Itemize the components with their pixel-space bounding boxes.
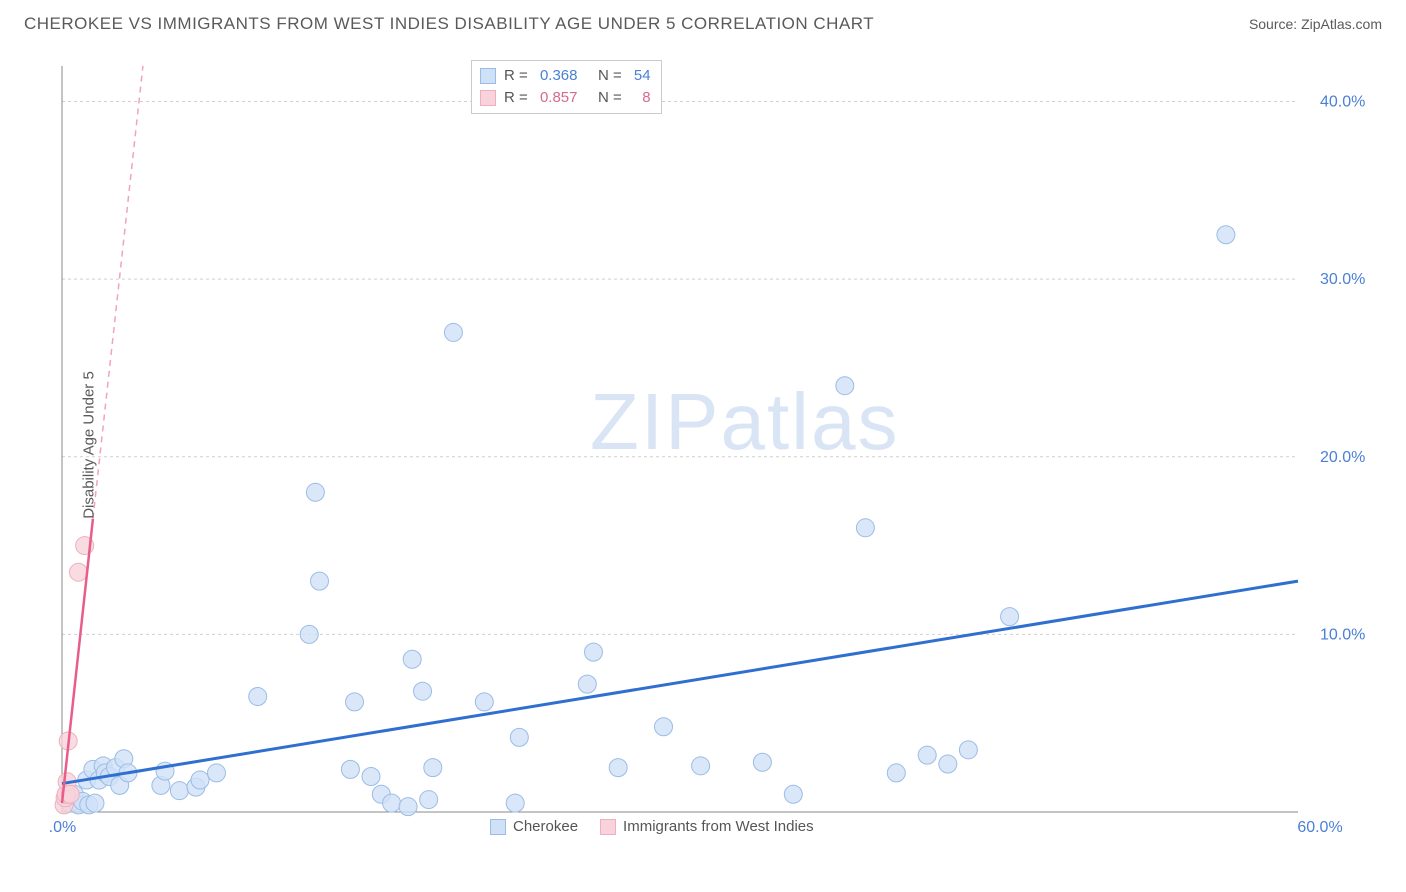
data-point <box>1001 608 1019 626</box>
data-point <box>887 764 905 782</box>
r-label: R = <box>504 65 532 87</box>
legend-label: Immigrants from West Indies <box>623 818 814 835</box>
n-value: 54 <box>634 65 651 87</box>
x-tick-label: 60.0% <box>1297 819 1342 834</box>
trend-line-west-indies <box>62 519 93 803</box>
data-point <box>208 764 226 782</box>
series-legend: Cherokee Immigrants from West Indies <box>490 818 814 835</box>
data-point <box>311 572 329 590</box>
data-point <box>836 377 854 395</box>
data-point <box>300 625 318 643</box>
data-point <box>444 323 462 341</box>
r-value: 0.857 <box>540 87 578 109</box>
data-point <box>856 519 874 537</box>
data-point <box>362 767 380 785</box>
legend-item: Immigrants from West Indies <box>600 818 814 835</box>
data-point <box>424 759 442 777</box>
header: CHEROKEE VS IMMIGRANTS FROM WEST INDIES … <box>0 0 1406 42</box>
legend-swatch <box>480 90 496 106</box>
n-value: 8 <box>634 87 651 109</box>
legend-label: Cherokee <box>513 818 578 835</box>
data-point <box>578 675 596 693</box>
stats-legend-box: R = 0.368 N = 54R = 0.857 N = 8 <box>471 60 662 114</box>
n-label: N = <box>585 87 625 109</box>
data-point <box>383 794 401 812</box>
legend-item: Cherokee <box>490 818 578 835</box>
stats-row: R = 0.368 N = 54 <box>480 65 651 87</box>
data-point <box>784 785 802 803</box>
n-label: N = <box>585 65 625 87</box>
data-point <box>399 798 417 816</box>
data-point <box>420 791 438 809</box>
data-point <box>939 755 957 773</box>
data-point <box>86 794 104 812</box>
data-point <box>506 794 524 812</box>
legend-swatch <box>600 819 616 835</box>
data-point <box>191 771 209 789</box>
scatter-chart: 10.0% 20.0% 30.0% 40.0% 0.0% 60.0% <box>50 56 1380 834</box>
data-point <box>918 746 936 764</box>
r-value: 0.368 <box>540 65 578 87</box>
data-point <box>414 682 432 700</box>
x-tick-label: 0.0% <box>50 819 76 834</box>
data-point <box>346 693 364 711</box>
data-point <box>475 693 493 711</box>
plot-area: Disability Age Under 5 10.0% 20.0% 30.0% 40… <box>50 56 1380 834</box>
data-point <box>959 741 977 759</box>
data-point <box>249 688 267 706</box>
data-point <box>69 563 87 581</box>
data-point <box>655 718 673 736</box>
y-tick-label: 10.0% <box>1320 626 1365 643</box>
data-point <box>753 753 771 771</box>
y-tick-label: 20.0% <box>1320 449 1365 466</box>
y-tick-label: 30.0% <box>1320 271 1365 288</box>
source-attribution: Source: ZipAtlas.com <box>1249 16 1382 32</box>
data-point <box>170 782 188 800</box>
data-point <box>403 650 421 668</box>
stats-row: R = 0.857 N = 8 <box>480 87 651 109</box>
data-point <box>609 759 627 777</box>
data-point <box>510 728 528 746</box>
y-axis-label: Disability Age Under 5 <box>80 371 97 519</box>
trend-line-west-indies-extrapolated <box>93 66 143 519</box>
data-point <box>584 643 602 661</box>
data-point <box>341 760 359 778</box>
r-label: R = <box>504 87 532 109</box>
legend-swatch <box>490 819 506 835</box>
data-point <box>1217 226 1235 244</box>
chart-title: CHEROKEE VS IMMIGRANTS FROM WEST INDIES … <box>24 14 874 34</box>
trend-line-cherokee <box>62 581 1298 783</box>
legend-swatch <box>480 68 496 84</box>
data-point <box>306 483 324 501</box>
y-tick-label: 40.0% <box>1320 94 1365 111</box>
data-point <box>692 757 710 775</box>
